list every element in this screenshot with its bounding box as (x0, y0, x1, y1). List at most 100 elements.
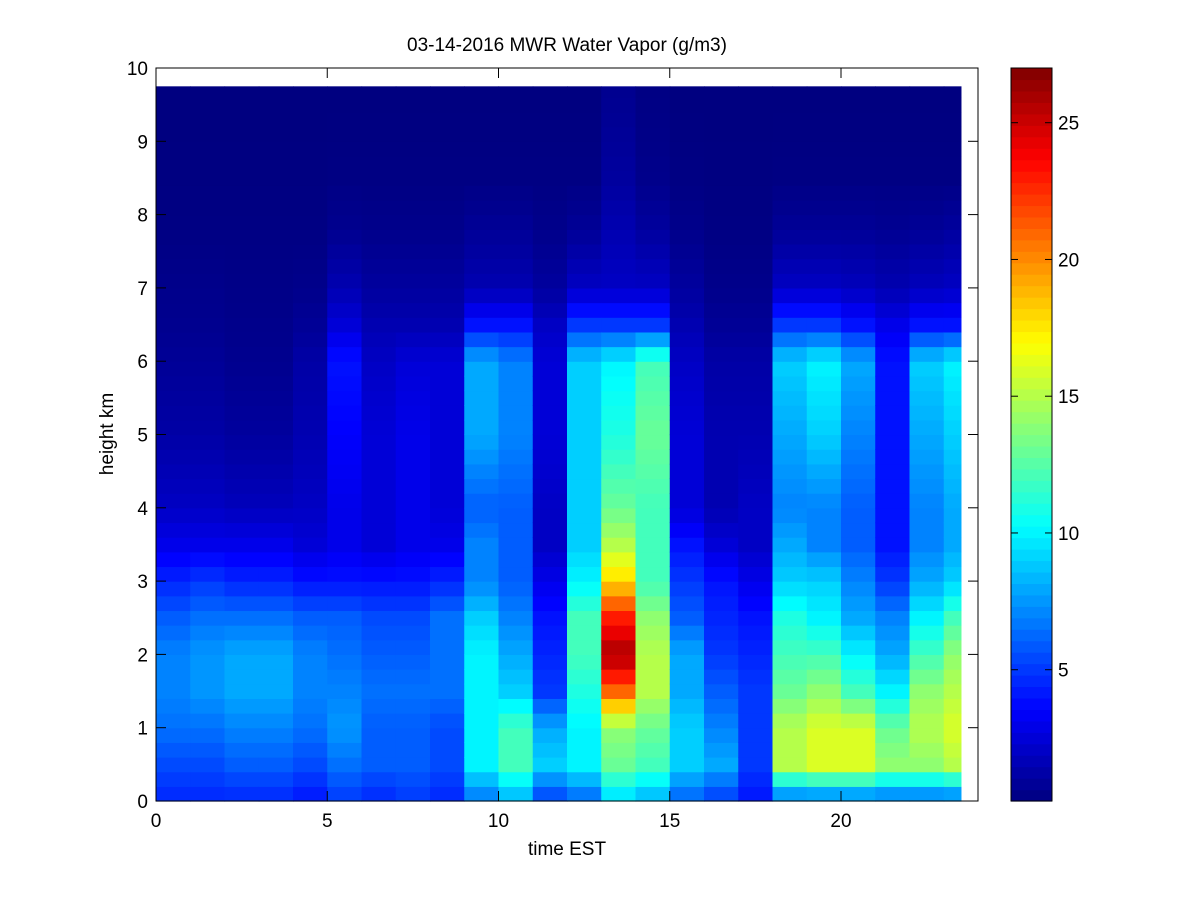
heatmap-cell (601, 361, 637, 377)
heatmap-cell (635, 331, 671, 348)
heatmap-cell (464, 375, 500, 392)
heatmap-cell (361, 258, 397, 274)
heatmap-cell (395, 346, 431, 362)
heatmap-cell (258, 713, 294, 729)
heatmap-cell (464, 551, 500, 568)
heatmap-cell (190, 170, 226, 186)
heatmap-cell (361, 273, 397, 289)
colorbar-strip (1011, 148, 1052, 161)
heatmap-cell (190, 478, 226, 494)
heatmap-cell (464, 229, 500, 245)
heatmap-cell (567, 654, 602, 670)
heatmap-cell (430, 727, 465, 743)
heatmap-cell (430, 757, 465, 773)
heatmap-cell (875, 449, 911, 465)
heatmap-cell (669, 229, 705, 245)
heatmap-cell (772, 214, 808, 230)
heatmap-cell (841, 742, 876, 758)
heatmap-cell (156, 771, 191, 787)
heatmap-cell (567, 97, 602, 113)
heatmap-cell (806, 419, 842, 436)
heatmap-cell (498, 375, 534, 392)
colorbar-frame (1010, 67, 1053, 802)
heatmap-cell (361, 610, 397, 626)
heatmap-cell (635, 595, 671, 612)
heatmap-cell (567, 405, 602, 421)
heatmap-cell (532, 243, 568, 260)
heatmap-cell (224, 683, 260, 699)
heatmap-cell (772, 419, 808, 436)
heatmap-cell (806, 654, 842, 670)
heatmap-cell (190, 375, 226, 392)
colorbar-strip (1011, 423, 1052, 436)
heatmap-cell (635, 566, 671, 582)
colorbar-strip (1011, 90, 1052, 103)
heatmap-cell (669, 757, 705, 773)
colorbar-tick-label: 10 (1058, 524, 1079, 545)
colorbar-strip (1011, 503, 1052, 516)
heatmap-cell (704, 478, 739, 494)
heatmap-cell (567, 522, 602, 538)
heatmap-cell (258, 566, 294, 582)
heatmap-cell (532, 419, 568, 436)
heatmap-cell (601, 463, 637, 480)
heatmap-cell (772, 185, 808, 201)
heatmap-cell (430, 654, 465, 670)
heatmap-cell (806, 581, 842, 597)
heatmap-cell (327, 522, 363, 538)
heatmap-cell (395, 463, 431, 480)
heatmap-cell (669, 463, 705, 480)
heatmap-cell (943, 478, 962, 494)
heatmap-cell (430, 170, 465, 186)
heatmap-cell (430, 97, 465, 113)
heatmap-cell (395, 243, 431, 260)
heatmap-cell (224, 757, 260, 773)
heatmap-cell (190, 683, 226, 699)
heatmap-cell (669, 522, 705, 538)
heatmap-cell (532, 639, 568, 655)
heatmap-cell (875, 639, 911, 655)
heatmap-cell (327, 757, 363, 773)
heatmap-cell (841, 449, 876, 465)
heatmap-cell (156, 214, 191, 230)
x-tick-label: 5 (322, 811, 333, 832)
heatmap-cell (841, 97, 876, 113)
heatmap-cell (704, 669, 739, 685)
heatmap-cell (327, 141, 363, 157)
heatmap-cell (943, 551, 962, 568)
colorbar-strip (1011, 365, 1052, 378)
heatmap-cell (601, 639, 637, 655)
heatmap-cell (464, 405, 500, 421)
heatmap-cell (567, 185, 602, 201)
heatmap-cell (464, 214, 500, 230)
heatmap-cell (567, 331, 602, 348)
plot-area: 0 5 10 15 20 0 1 2 3 4 5 6 7 8 9 10 (127, 59, 979, 832)
heatmap-cell (704, 346, 739, 362)
heatmap-cell (395, 229, 431, 245)
heatmap-cell (909, 713, 945, 729)
heatmap-cell (772, 581, 808, 597)
heatmap-cell (293, 713, 328, 729)
heatmap-cell (841, 317, 876, 333)
heatmap-cell (430, 581, 465, 597)
heatmap-cell (738, 419, 774, 436)
heatmap-cells (156, 86, 962, 802)
colorbar-strip (1011, 583, 1052, 596)
heatmap-cell (156, 390, 191, 406)
heatmap-cell (772, 97, 808, 113)
heatmap-cell (258, 258, 294, 274)
colorbar-strip (1011, 377, 1052, 390)
heatmap-cell (361, 155, 397, 172)
heatmap-cell (293, 419, 328, 436)
colorbar-strip (1011, 697, 1052, 710)
heatmap-cell (498, 551, 534, 568)
heatmap-cell (738, 551, 774, 568)
heatmap-cell (669, 566, 705, 582)
colorbar-strip (1011, 113, 1052, 126)
heatmap-cell (806, 346, 842, 362)
y-tick-label: 8 (137, 206, 148, 227)
heatmap-cell (909, 141, 945, 157)
colorbar-strip (1011, 136, 1052, 149)
colorbar-strip (1011, 789, 1052, 802)
heatmap-cell (635, 654, 671, 670)
